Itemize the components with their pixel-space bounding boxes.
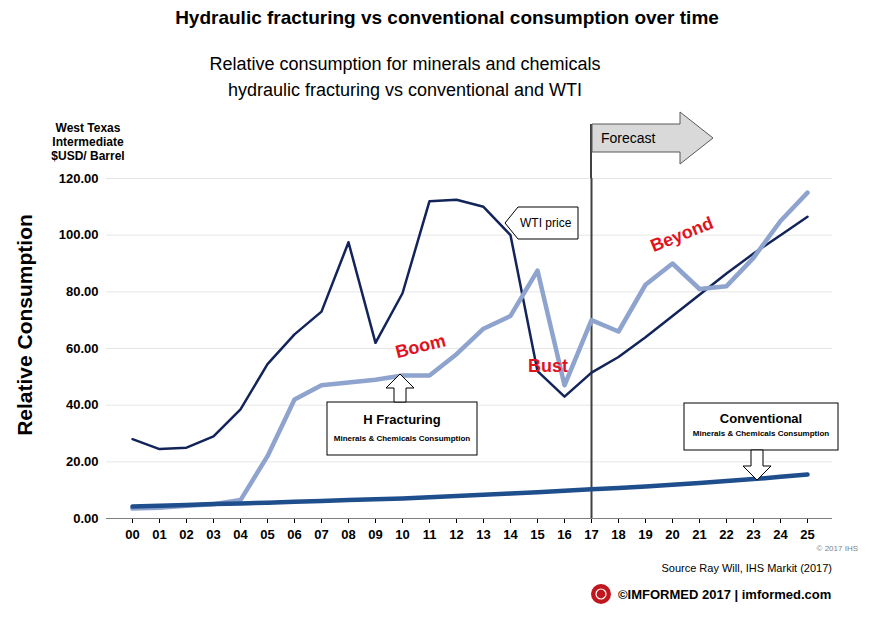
svg-text:Relative consumption for miner: Relative consumption for minerals and ch… (209, 54, 600, 74)
svg-text:22: 22 (719, 527, 733, 542)
svg-text:60.00: 60.00 (66, 341, 99, 356)
svg-text:Forecast: Forecast (601, 130, 656, 146)
svg-text:20: 20 (665, 527, 679, 542)
svg-text:Source Ray Will, IHS Markit (2: Source Ray Will, IHS Markit (2017) (661, 562, 832, 574)
svg-text:04: 04 (233, 527, 248, 542)
svg-text:20.00: 20.00 (66, 454, 99, 469)
svg-text:40.00: 40.00 (66, 397, 99, 412)
svg-text:WTI price: WTI price (520, 216, 572, 230)
svg-text:© 2017 IHS: © 2017 IHS (817, 544, 858, 553)
svg-text:Hydraulic fracturing vs conven: Hydraulic fracturing vs conventional con… (175, 7, 719, 28)
svg-text:13: 13 (476, 527, 490, 542)
svg-text:18: 18 (611, 527, 625, 542)
svg-text:24: 24 (773, 527, 788, 542)
svg-text:11: 11 (423, 527, 437, 542)
svg-text:12: 12 (449, 527, 463, 542)
svg-text:02: 02 (179, 527, 193, 542)
svg-text:Intermediate: Intermediate (52, 135, 124, 149)
svg-text:00: 00 (125, 527, 139, 542)
svg-text:Bust: Bust (528, 356, 568, 376)
svg-text:H Fracturing: H Fracturing (363, 412, 440, 427)
svg-text:09: 09 (368, 527, 382, 542)
svg-text:17: 17 (584, 527, 598, 542)
svg-text:Conventional: Conventional (720, 411, 802, 426)
svg-text:80.00: 80.00 (66, 284, 99, 299)
svg-text:15: 15 (530, 527, 544, 542)
svg-text:Boom: Boom (393, 330, 447, 362)
svg-text:120.00: 120.00 (59, 171, 99, 186)
svg-text:19: 19 (638, 527, 652, 542)
svg-text:©IMFORMED 2017 | imformed.com: ©IMFORMED 2017 | imformed.com (618, 587, 831, 602)
svg-text:03: 03 (206, 527, 220, 542)
svg-text:Relative Consumption: Relative Consumption (13, 214, 36, 436)
svg-text:0.00: 0.00 (73, 511, 98, 526)
svg-text:08: 08 (341, 527, 355, 542)
svg-text:25: 25 (800, 527, 814, 542)
svg-text:100.00: 100.00 (59, 227, 99, 242)
svg-text:23: 23 (746, 527, 760, 542)
svg-text:16: 16 (557, 527, 571, 542)
svg-text:10: 10 (395, 527, 409, 542)
svg-text:hydraulic fracturing vs conven: hydraulic fracturing vs conventional and… (228, 80, 582, 100)
svg-text:Minerals & Chemicals Consumpti: Minerals & Chemicals Consumption (334, 434, 471, 443)
svg-text:21: 21 (692, 527, 706, 542)
svg-text:$USD/ Barrel: $USD/ Barrel (51, 149, 124, 163)
svg-text:Beyond: Beyond (647, 213, 716, 256)
svg-text:07: 07 (314, 527, 328, 542)
svg-text:01: 01 (152, 527, 166, 542)
svg-text:14: 14 (503, 527, 518, 542)
svg-text:Minerals & Chemicals Consumpti: Minerals & Chemicals Consumption (693, 429, 830, 438)
svg-text:05: 05 (260, 527, 274, 542)
svg-text:06: 06 (287, 527, 301, 542)
svg-text:West Texas: West Texas (56, 121, 121, 135)
